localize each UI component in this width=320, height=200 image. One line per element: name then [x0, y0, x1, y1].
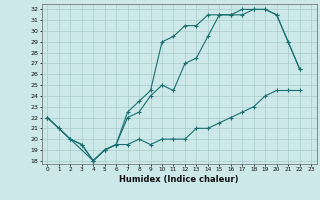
X-axis label: Humidex (Indice chaleur): Humidex (Indice chaleur)	[119, 175, 239, 184]
